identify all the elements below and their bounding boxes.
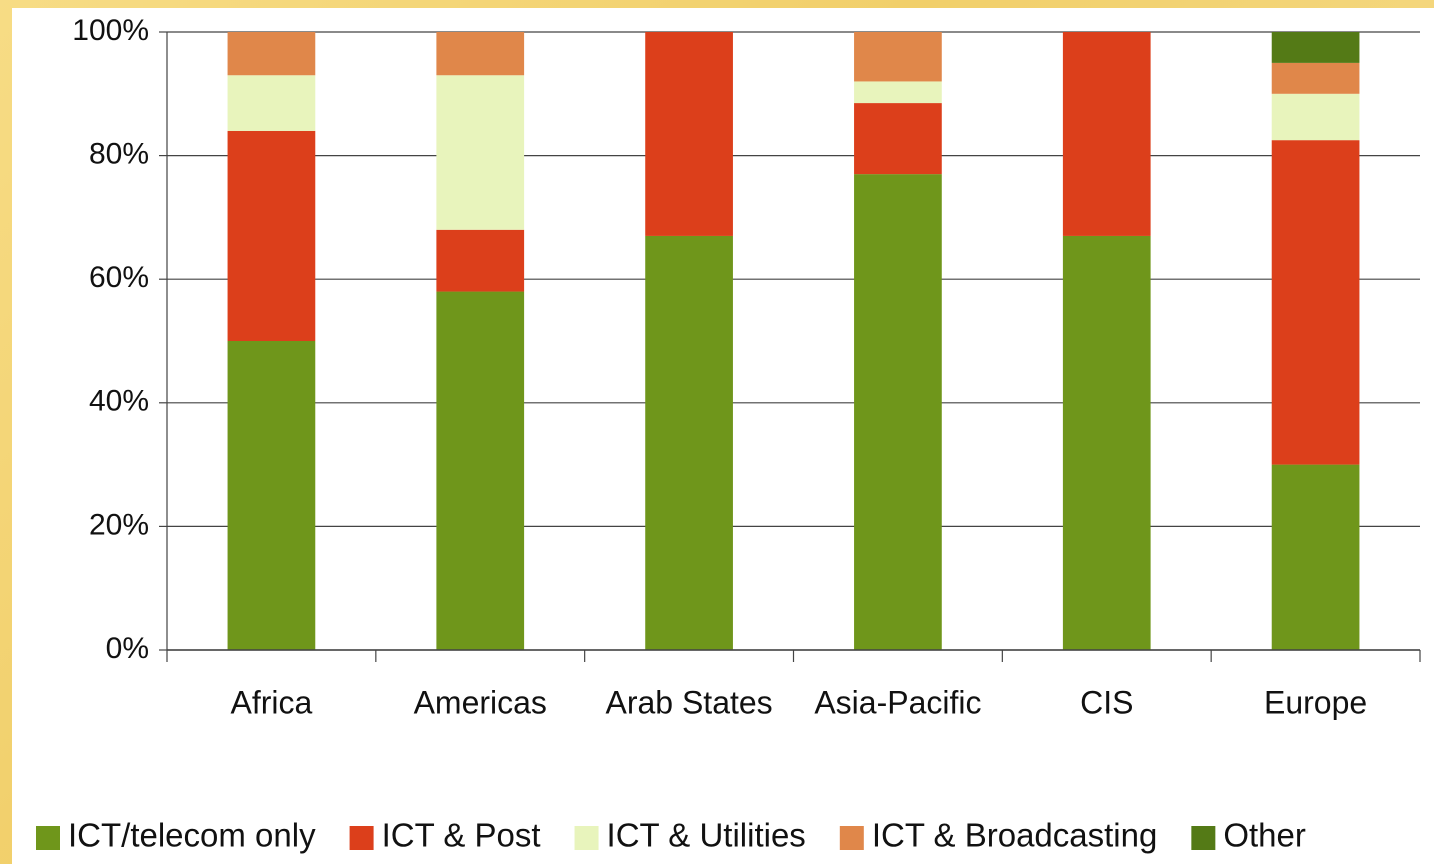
bar-segment (436, 32, 525, 76)
bar-segment (1271, 140, 1360, 465)
legend-swatch (839, 826, 864, 850)
bar-segment (436, 75, 525, 230)
bar-segment (1271, 32, 1360, 63)
y-tick-label: 80% (89, 138, 149, 171)
bar-segment (645, 32, 733, 236)
bar-segment (1271, 464, 1360, 650)
bar-segment (227, 130, 316, 341)
legend-swatch (36, 826, 60, 850)
bar-segment (854, 81, 942, 104)
x-tick-label: Americas (414, 684, 547, 720)
y-tick-label: 40% (89, 385, 149, 418)
legend-label: ICT/telecom only (68, 817, 316, 854)
y-tick-label: 0% (106, 632, 149, 665)
x-tick-label: Europe (1264, 684, 1367, 720)
legend-label: Other (1223, 817, 1306, 854)
x-tick-label: Africa (231, 684, 313, 720)
bar-segment (436, 291, 525, 650)
x-tick-label: CIS (1080, 684, 1133, 720)
bar-segment (645, 235, 733, 650)
bar-segment (1271, 93, 1360, 141)
bar-segment (1062, 235, 1151, 650)
legend-swatch (1191, 826, 1216, 850)
bar-segment (227, 75, 316, 131)
y-tick-label: 60% (89, 261, 149, 294)
bar-segment (227, 32, 316, 76)
legend-label: ICT & Broadcasting (872, 817, 1158, 854)
bar-segment (436, 229, 525, 292)
bar-segment (227, 341, 316, 650)
bar-segment (854, 32, 942, 82)
bar-segment (1271, 62, 1360, 94)
legend-label: ICT & Utilities (607, 817, 806, 854)
y-tick-label: 100% (72, 14, 149, 47)
bar-segment (1062, 32, 1151, 236)
y-tick-label: 20% (89, 508, 149, 541)
bar-segment (854, 174, 942, 650)
x-tick-label: Asia-Pacific (814, 684, 981, 720)
x-tick-label: Arab States (605, 684, 772, 720)
bar-segment (854, 103, 942, 175)
legend-swatch (574, 826, 599, 850)
legend-swatch (349, 826, 374, 850)
legend-label: ICT & Post (382, 817, 541, 854)
